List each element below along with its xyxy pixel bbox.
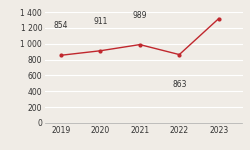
Text: 911: 911 [93,17,108,26]
Text: 854: 854 [54,21,68,30]
Text: 863: 863 [172,80,186,89]
Text: 989: 989 [132,11,147,20]
